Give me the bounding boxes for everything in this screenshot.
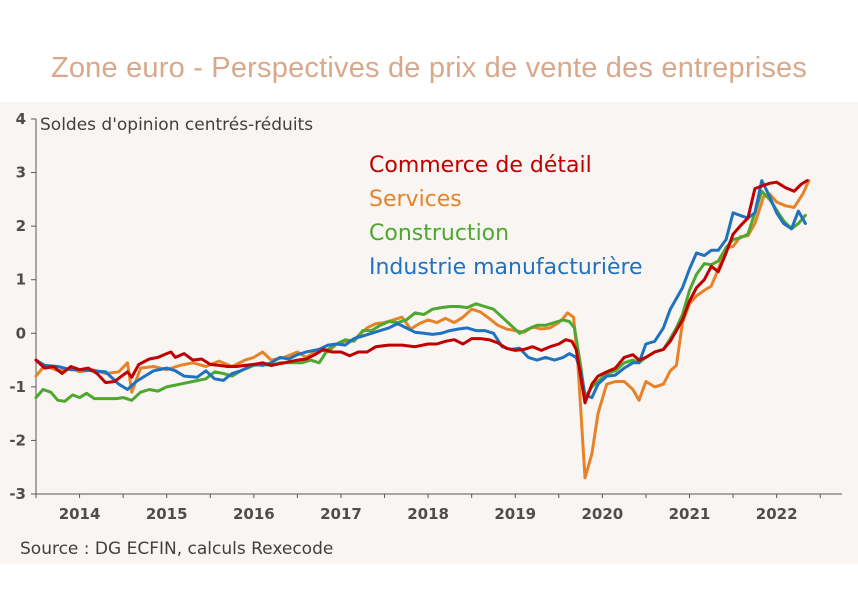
x-tick-label: 2021	[669, 505, 711, 523]
y-tick-label: -1	[9, 378, 26, 396]
y-tick-label: -3	[9, 485, 26, 503]
y-tick-label: 0	[16, 324, 26, 342]
line-chart: -3 -2 -1 0 1 2 3 4 2014 2015 2016 2017 2018 2019 2020…	[9, 110, 842, 559]
y-axis-label: Soldes d'opinion centrés-réduits	[40, 115, 313, 135]
y-tick-label: -2	[9, 431, 26, 449]
series-line-services	[34, 179, 811, 480]
plot-panel: -3 -2 -1 0 1 2 3 4 2014 2015 2016 2017 2018 2019 2020…	[0, 102, 858, 564]
series-line-commerce-de-d-tail	[34, 179, 809, 405]
axes: -3 -2 -1 0 1 2 3 4 2014 2015 2016 2017 2018 2019 2020…	[9, 110, 842, 523]
x-tick-label: 2014	[59, 505, 101, 523]
x-ticks: 2014 2015 2016 2017 2018 2019 2020 2021 2022	[35, 494, 821, 523]
x-tick-label: 2019	[494, 505, 536, 523]
x-tick-label: 2020	[582, 505, 624, 523]
source-note: Source : DG ECFIN, calculs Rexecode	[20, 539, 333, 559]
legend-entry: Services	[369, 187, 462, 212]
x-tick-label: 2016	[233, 505, 275, 523]
series-line-construction	[34, 189, 807, 403]
x-tick-label: 2015	[146, 505, 188, 523]
series-line-industrie-manufacturi-re	[34, 179, 807, 400]
legend: Commerce de détail Services Construction In…	[369, 153, 643, 280]
series-lines	[34, 179, 811, 480]
legend-entry: Industrie manufacturière	[369, 255, 643, 280]
legend-entry: Construction	[369, 221, 509, 246]
x-tick-label: 2022	[756, 505, 798, 523]
y-ticks: -3 -2 -1 0 1 2 3 4	[9, 110, 36, 503]
y-tick-label: 1	[16, 271, 26, 289]
x-tick-label: 2018	[407, 505, 449, 523]
y-tick-label: 4	[16, 110, 26, 128]
y-tick-label: 2	[16, 217, 26, 235]
y-tick-label: 3	[16, 164, 26, 182]
legend-entry: Commerce de détail	[369, 153, 592, 178]
chart-title: Zone euro - Perspectives de prix de vent…	[50, 52, 808, 84]
x-tick-label: 2017	[320, 505, 362, 523]
